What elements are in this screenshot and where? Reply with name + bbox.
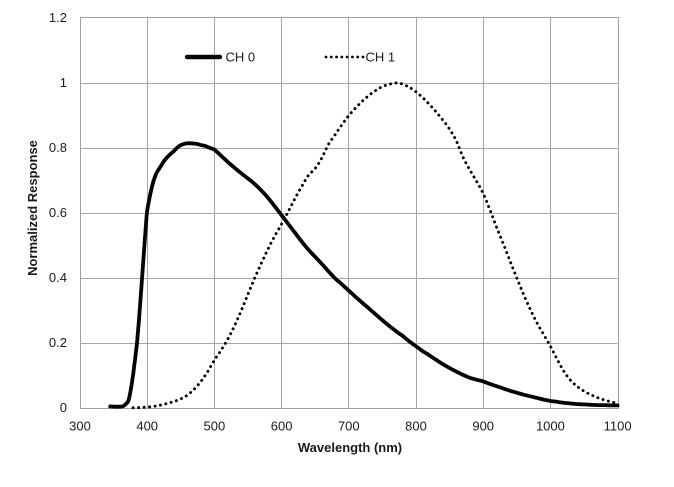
svg-text:0: 0: [60, 400, 67, 415]
svg-text:0.8: 0.8: [49, 140, 67, 155]
svg-text:0.6: 0.6: [49, 205, 67, 220]
svg-text:900: 900: [472, 419, 494, 434]
svg-text:1100: 1100: [604, 419, 632, 434]
svg-text:1: 1: [60, 75, 67, 90]
svg-text:CH 1: CH 1: [366, 50, 396, 65]
svg-text:0.2: 0.2: [49, 335, 67, 350]
svg-text:0.4: 0.4: [49, 270, 67, 285]
svg-text:700: 700: [338, 419, 360, 434]
svg-text:400: 400: [136, 419, 158, 434]
svg-text:CH 0: CH 0: [226, 50, 256, 65]
svg-text:Normalized Response: Normalized Response: [25, 140, 40, 276]
svg-text:600: 600: [271, 419, 293, 434]
svg-text:1.2: 1.2: [49, 10, 67, 25]
svg-text:1000: 1000: [536, 419, 565, 434]
svg-text:800: 800: [405, 419, 427, 434]
svg-text:Wavelength (nm): Wavelength (nm): [298, 440, 402, 455]
svg-text:500: 500: [204, 419, 226, 434]
svg-text:300: 300: [69, 419, 91, 434]
